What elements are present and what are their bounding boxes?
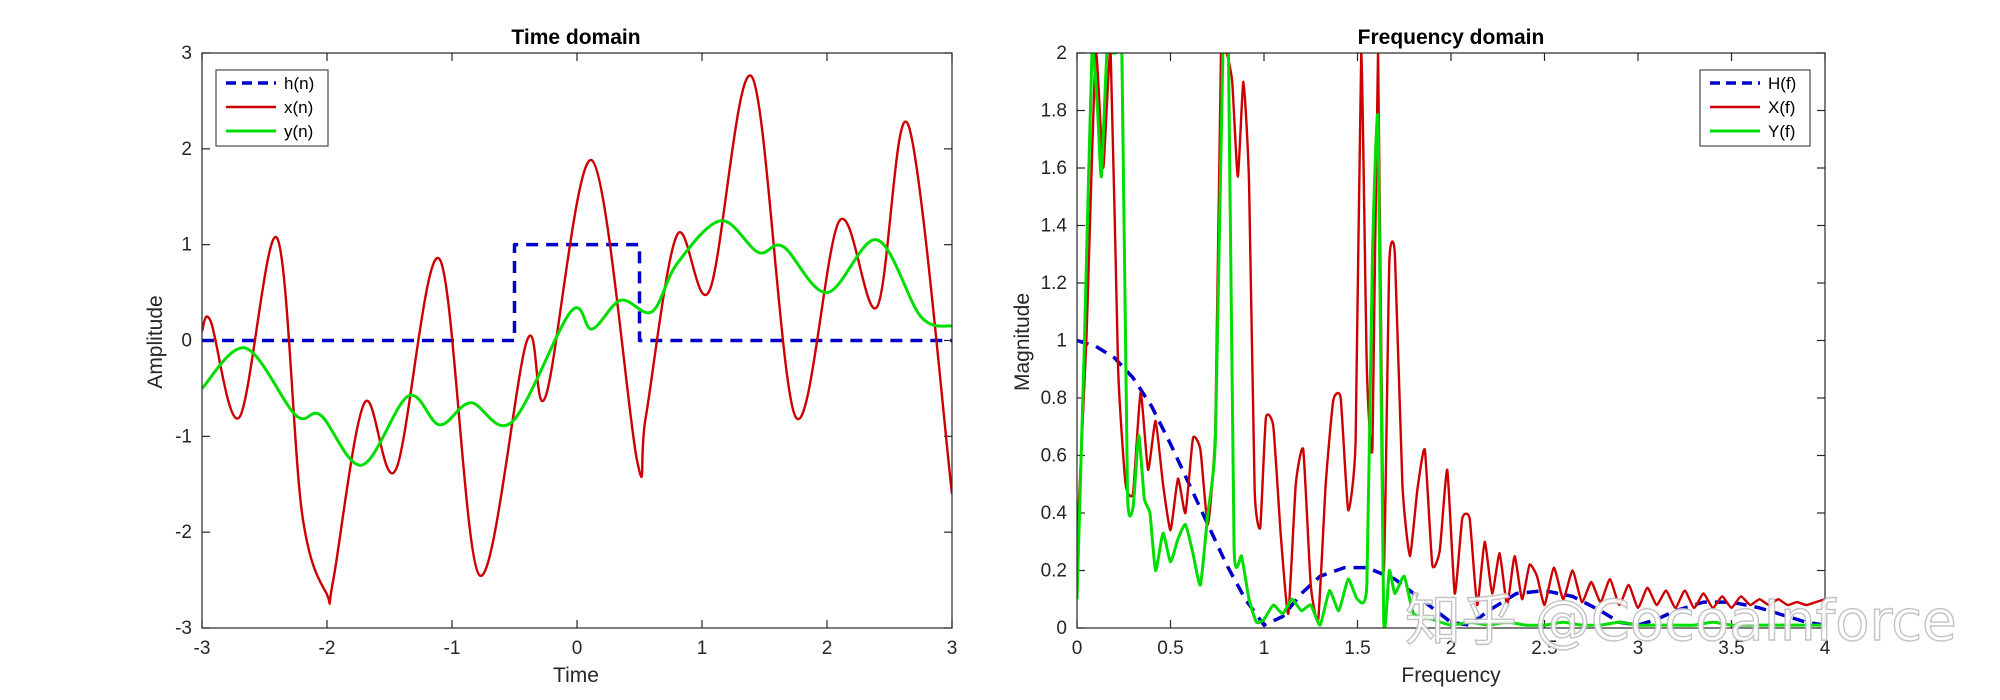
y-tick-label: 0.4 — [1041, 503, 1068, 524]
y-tick-label: -3 — [175, 618, 192, 639]
y-tick-label: 3 — [181, 43, 192, 64]
legend-label-H: H(f) — [1768, 74, 1796, 93]
axis-ticks: -3 -2 -1 0 1 2 3 -3 -2 -1 0 1 2 3 — [175, 43, 957, 659]
y-tick-label: -1 — [175, 426, 192, 447]
y-tick-label: 1 — [1056, 331, 1067, 352]
y-tick-label: 0 — [1056, 618, 1067, 639]
y-tick-label: 0.2 — [1041, 561, 1067, 582]
chart-title: Frequency domain — [1358, 26, 1545, 49]
plot-area-frame — [1076, 52, 1826, 629]
x-tick-label: 2 — [1446, 638, 1457, 659]
axis-ticks: 0 0.5 1 1.5 2 2.5 3 3.5 4 0 0.2 0.4 0.6 0.8 1 1.2 1.4 1.6… — [1041, 43, 1831, 659]
frequency-domain-panel: Frequency domain Frequency Magnitude 0 0.… — [1011, 26, 1831, 687]
y-tick-label: 1.4 — [1041, 216, 1068, 237]
y-axis-label: Magnitude — [1011, 293, 1034, 391]
x-tick-label: 2 — [822, 638, 833, 659]
x-tick-label: 1 — [697, 638, 708, 659]
watermark: 知乎 @CocoaInforce — [1405, 589, 1957, 654]
x-tick-label: 2.5 — [1531, 638, 1557, 659]
series-lines — [1077, 53, 1825, 628]
x-tick-label: -2 — [319, 638, 336, 659]
time-domain-panel: Time domain Time Amplitude -3 -2 -1 0 1 2 3-3-… — [144, 26, 957, 687]
y-tick-label: 0 — [181, 331, 192, 352]
series-lines — [202, 74, 952, 605]
x-tick-label: 1 — [1259, 638, 1270, 659]
y-tick-label: 2 — [1056, 43, 1067, 64]
x-tick-label: 0 — [1072, 638, 1083, 659]
y-tick-label: -2 — [175, 522, 192, 543]
legend-label-y: y(n) — [284, 122, 313, 141]
y-axis-label: Amplitude — [144, 295, 167, 388]
x-tick-label: 3 — [947, 638, 958, 659]
x-tick-label: -3 — [194, 638, 211, 659]
x-tick-label: 4 — [1820, 638, 1831, 659]
legend-label-x: x(n) — [284, 98, 313, 117]
x-axis-label: Frequency — [1401, 664, 1501, 687]
y-tick-label: 1 — [181, 235, 192, 256]
x-tick-label: 0.5 — [1157, 638, 1183, 659]
chart-title: Time domain — [511, 26, 640, 49]
plot-area-frame — [201, 52, 953, 629]
series-line-hf — [1077, 338, 1825, 627]
series-line-hn — [202, 242, 952, 343]
x-tick-label: 3 — [1633, 638, 1644, 659]
y-tick-label: 0.6 — [1041, 446, 1067, 467]
series-line-xn — [202, 74, 952, 605]
legend-label-X: X(f) — [1768, 98, 1795, 117]
legend-label-h: h(n) — [284, 74, 314, 93]
y-tick-label: 2 — [181, 139, 192, 160]
legend: h(n) x(n) y(n) — [215, 69, 329, 147]
series-line-yn — [202, 219, 952, 467]
y-tick-label: 1.6 — [1041, 158, 1067, 179]
x-tick-label: -1 — [444, 638, 461, 659]
y-tick-label: 1.8 — [1041, 101, 1067, 122]
y-tick-label: 0.8 — [1041, 388, 1067, 409]
series-line-xf — [1077, 53, 1825, 623]
y-tick-label: 1.2 — [1041, 273, 1067, 294]
legend: H(f) X(f) Y(f) — [1699, 69, 1811, 147]
legend-label-Y: Y(f) — [1768, 122, 1795, 141]
x-tick-label: 1.5 — [1344, 638, 1370, 659]
x-tick-label: 0 — [572, 638, 583, 659]
x-tick-label: 3.5 — [1718, 638, 1744, 659]
x-axis-label: Time — [553, 664, 599, 687]
series-line-yf — [1077, 53, 1825, 628]
